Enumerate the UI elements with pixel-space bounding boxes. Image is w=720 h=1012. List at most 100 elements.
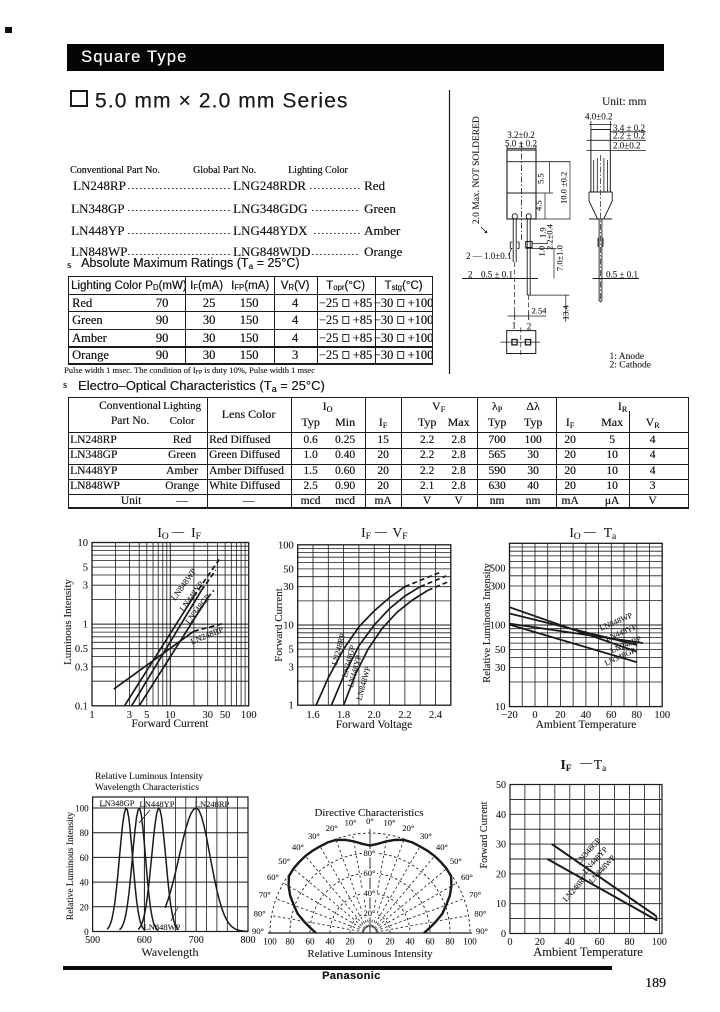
svg-text:Relative Luminous Intensity: Relative Luminous Intensity	[307, 948, 433, 960]
svg-text:50: 50	[220, 710, 231, 721]
svg-text:2.2 ± 0.2: 2.2 ± 0.2	[613, 131, 645, 141]
svg-text:1: 1	[83, 620, 88, 631]
svg-text:30: 30	[495, 663, 506, 674]
svg-text:30°: 30°	[420, 831, 432, 841]
svg-text:2.54: 2.54	[532, 306, 548, 316]
svg-text:40: 40	[326, 937, 336, 947]
svg-text:500: 500	[85, 935, 100, 946]
svg-text:40°: 40°	[364, 888, 376, 898]
svg-text:80: 80	[80, 828, 90, 838]
svg-text:80°: 80°	[364, 848, 376, 858]
svg-text:Ta: Ta	[594, 757, 607, 774]
svg-text:2.0: 2.0	[368, 710, 381, 721]
svg-text:10: 10	[78, 538, 89, 549]
svg-text:Relative Luminous Intensity: Relative Luminous Intensity	[66, 812, 76, 920]
svg-text:—: —	[579, 755, 593, 769]
svg-text:Forward Voltage: Forward Voltage	[336, 719, 413, 731]
svg-text:13.4: 13.4	[561, 304, 571, 320]
svg-text:90°: 90°	[252, 926, 264, 936]
svg-text:—: —	[374, 524, 388, 538]
svg-text:IF: IF	[191, 525, 201, 542]
svg-text:30: 30	[283, 582, 294, 593]
svg-text:Ambient Temperature: Ambient Temperature	[533, 945, 643, 959]
svg-text:60: 60	[306, 937, 316, 947]
svg-text:—: —	[583, 524, 597, 538]
svg-text:20: 20	[496, 869, 506, 880]
svg-text:5: 5	[288, 645, 293, 656]
svg-text:60: 60	[595, 937, 605, 948]
svg-text:IO: IO	[157, 525, 169, 542]
svg-text:2.0 Max. NOT SOLDERED: 2.0 Max. NOT SOLDERED	[472, 116, 482, 224]
svg-text:70°: 70°	[469, 890, 481, 900]
svg-text:5: 5	[144, 710, 149, 721]
svg-text:100: 100	[654, 710, 670, 721]
svg-text:800: 800	[241, 935, 256, 946]
svg-text:3: 3	[127, 710, 132, 721]
svg-text:2.4: 2.4	[429, 710, 443, 721]
svg-text:100: 100	[490, 621, 506, 632]
svg-text:70°: 70°	[259, 890, 271, 900]
svg-text:40: 40	[80, 878, 90, 888]
svg-text:60: 60	[80, 853, 90, 863]
svg-text:Unit: mm: Unit: mm	[602, 96, 646, 108]
svg-text:−20: −20	[501, 710, 517, 721]
svg-text:5.5: 5.5	[536, 173, 546, 184]
svg-text:80: 80	[286, 937, 296, 947]
svg-text:LN448YP: LN448YP	[140, 799, 175, 809]
svg-text:1.9: 1.9	[538, 227, 548, 238]
svg-text:Wavelength: Wavelength	[141, 945, 198, 959]
svg-text:5.0 ± 0.2: 5.0 ± 0.2	[505, 139, 537, 149]
svg-text:100: 100	[463, 937, 477, 947]
svg-text:100: 100	[241, 710, 257, 721]
svg-text:60°: 60°	[267, 872, 279, 882]
svg-text:60°: 60°	[461, 872, 473, 882]
svg-text:2.2±0.4: 2.2±0.4	[545, 223, 555, 250]
svg-text:10°: 10°	[345, 818, 357, 828]
svg-text:Relative Luminous Intensity: Relative Luminous Intensity	[95, 772, 203, 782]
svg-text:0°: 0°	[366, 816, 374, 826]
svg-text:2.0±0.2: 2.0±0.2	[613, 141, 640, 151]
svg-text:Directive Characteristics: Directive Characteristics	[314, 807, 423, 819]
svg-text:1: 1	[288, 701, 293, 712]
svg-text:2 — 1.0±0.1: 2 — 1.0±0.1	[466, 251, 511, 261]
svg-text:3: 3	[288, 662, 293, 673]
svg-text:Luminous Intensity: Luminous Intensity	[62, 579, 74, 665]
svg-text:10: 10	[495, 702, 506, 713]
svg-text:20: 20	[555, 710, 566, 721]
svg-text:LN348GP: LN348GP	[100, 798, 135, 808]
svg-text:50: 50	[496, 780, 506, 791]
svg-text:4.5: 4.5	[534, 200, 544, 211]
svg-text:40: 40	[565, 937, 575, 948]
svg-text:10°: 10°	[383, 818, 395, 828]
svg-text:LN248RP: LN248RP	[561, 873, 590, 904]
svg-text:40: 40	[496, 810, 506, 821]
svg-text:30: 30	[496, 840, 506, 851]
svg-text:20: 20	[535, 937, 545, 948]
svg-text:20: 20	[386, 937, 396, 947]
svg-text:10: 10	[496, 899, 506, 910]
svg-text:1: Anode: 1: Anode	[610, 352, 645, 362]
svg-text:50: 50	[495, 645, 506, 656]
svg-text:3: 3	[83, 581, 88, 592]
svg-text:Ta: Ta	[604, 525, 617, 542]
svg-text:Ambient Temperature: Ambient Temperature	[536, 719, 637, 731]
svg-text:2: 2	[527, 322, 532, 332]
svg-text:4.0±0.2: 4.0±0.2	[585, 112, 612, 122]
svg-text:100: 100	[75, 804, 89, 814]
svg-text:80: 80	[446, 937, 456, 947]
svg-text:10.0 ±0.2: 10.0 ±0.2	[559, 172, 569, 204]
svg-text:IO: IO	[569, 525, 581, 542]
svg-text:Wavelength Characteristics: Wavelength Characteristics	[95, 783, 199, 793]
svg-text:20: 20	[346, 937, 356, 947]
svg-text:50°: 50°	[278, 856, 290, 866]
svg-text:—: —	[171, 524, 185, 538]
svg-text:100: 100	[263, 937, 277, 947]
svg-text:5: 5	[83, 563, 88, 574]
svg-text:0: 0	[368, 937, 373, 947]
svg-text:80: 80	[632, 710, 643, 721]
svg-text:Forward Current: Forward Current	[273, 588, 285, 662]
svg-text:1.6: 1.6	[306, 710, 319, 721]
svg-text:0.5 ± 0.1: 0.5 ± 0.1	[481, 269, 513, 279]
svg-text:30: 30	[202, 710, 213, 721]
svg-text:0.1: 0.1	[75, 701, 88, 712]
